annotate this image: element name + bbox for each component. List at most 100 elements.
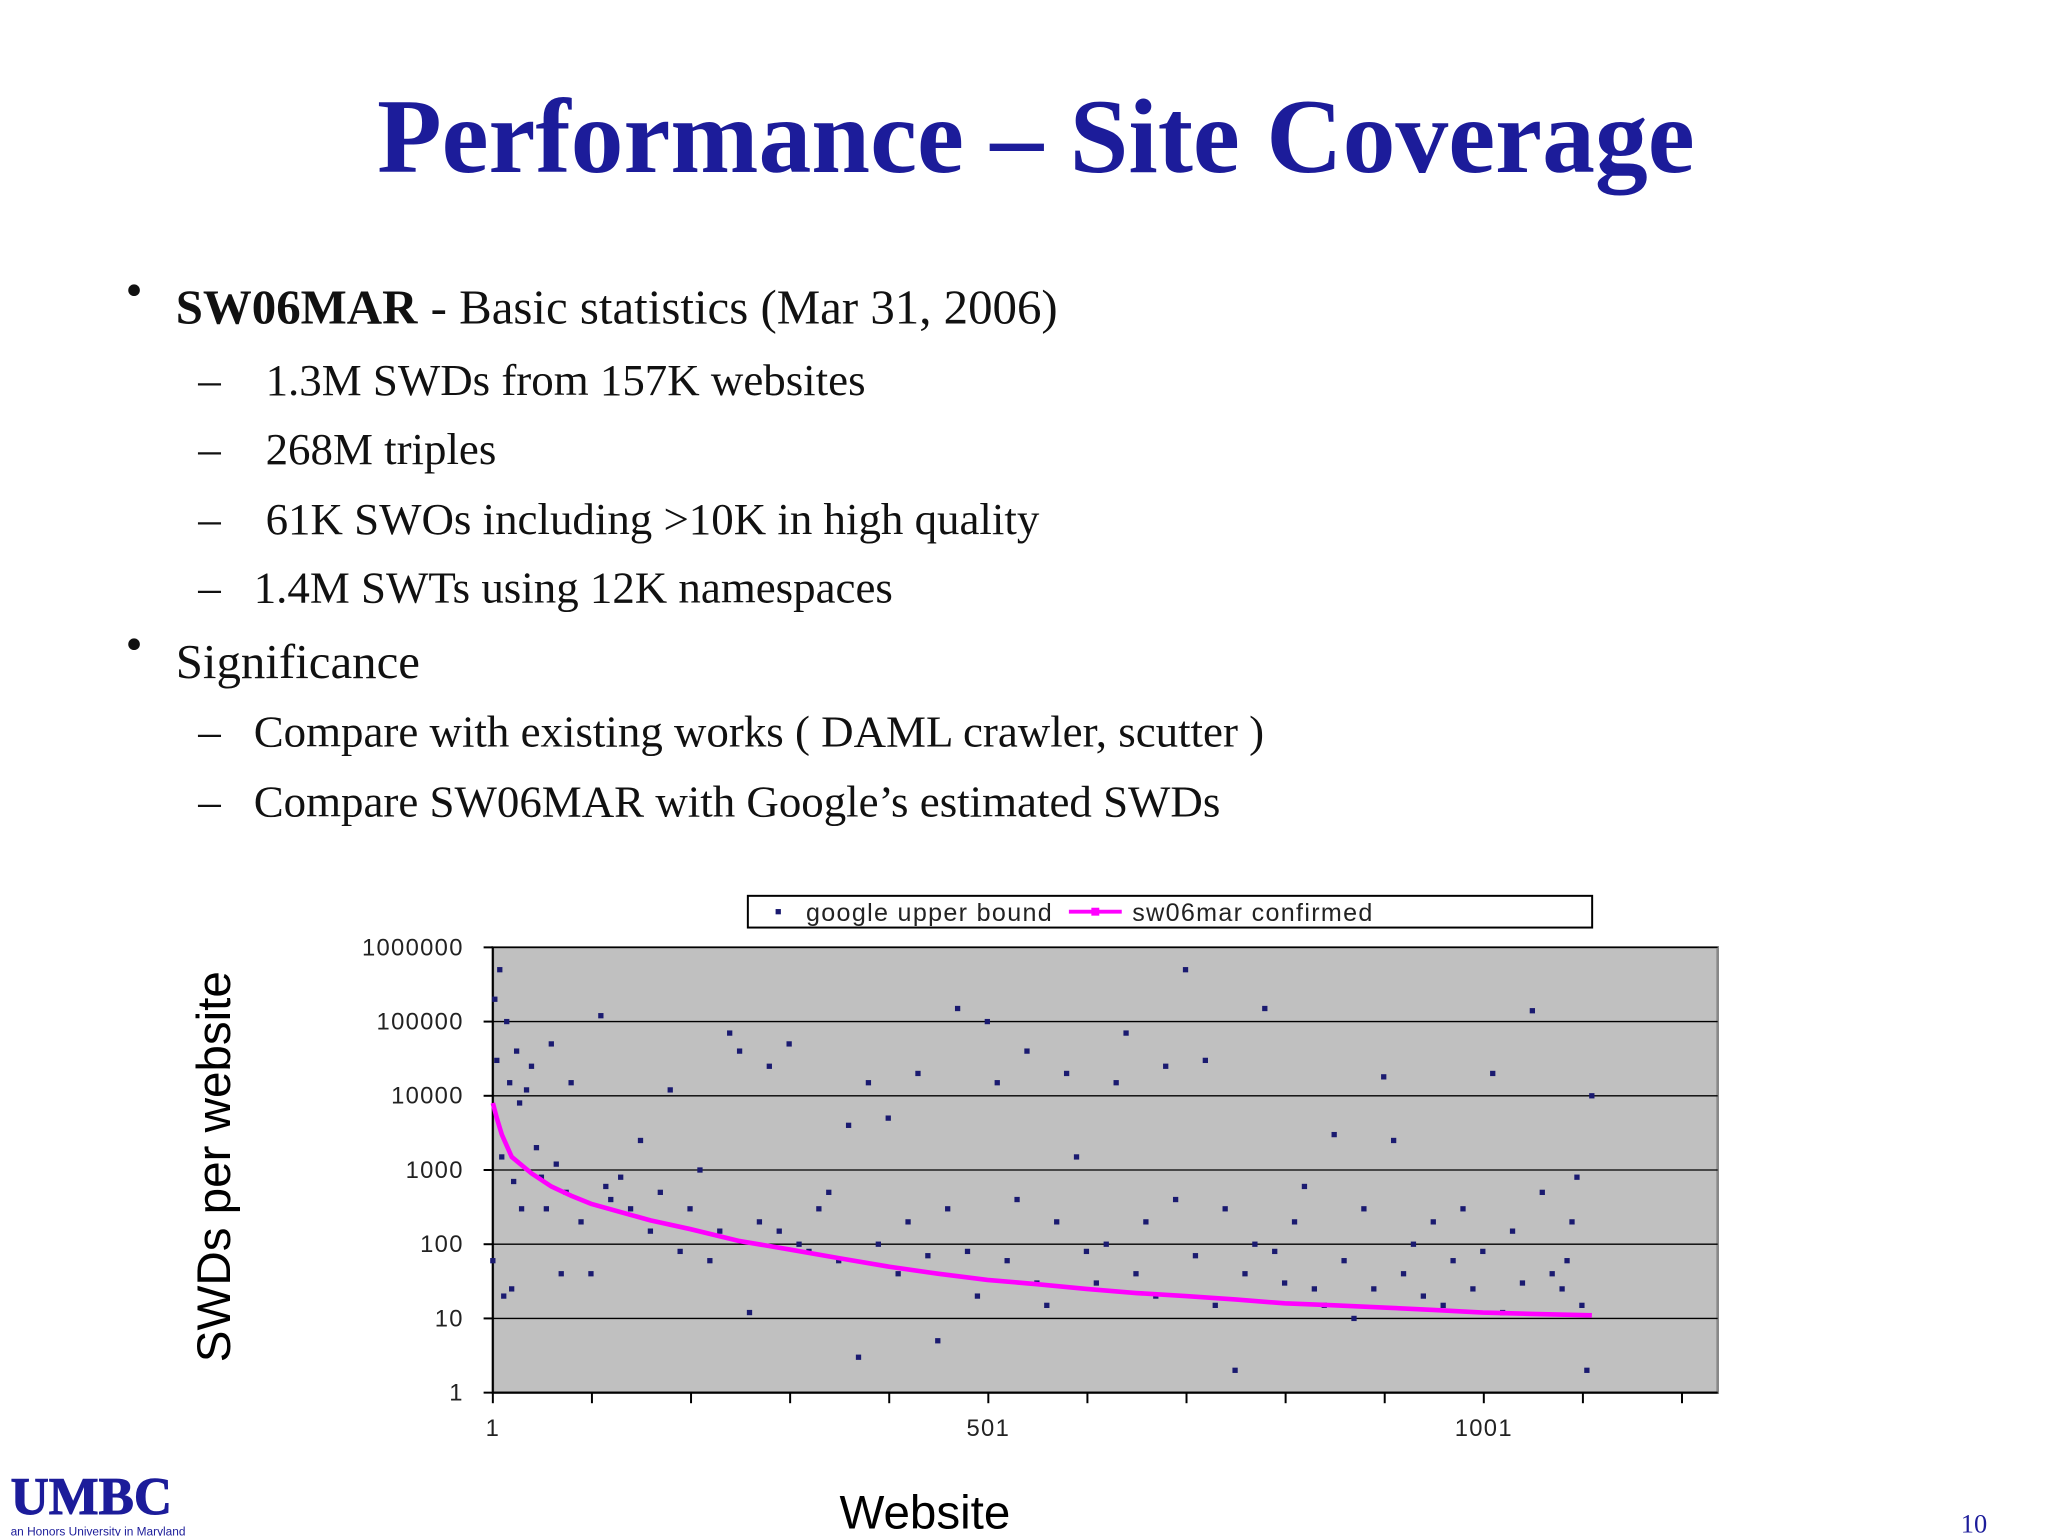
data-point [964, 1248, 971, 1255]
data-point [776, 1228, 782, 1234]
data-point [1351, 1315, 1357, 1322]
data-point [1044, 1302, 1050, 1309]
data-point [1291, 1219, 1298, 1225]
data-point [1450, 1258, 1456, 1264]
data-point [1569, 1219, 1575, 1225]
data-point [1133, 1271, 1139, 1277]
data-point [1073, 1154, 1080, 1160]
data-point [687, 1206, 693, 1212]
data-point [1549, 1271, 1555, 1277]
data-point [1420, 1293, 1427, 1299]
data-point [865, 1080, 872, 1086]
data-point [677, 1248, 683, 1255]
data-point [1093, 1280, 1099, 1286]
legend-label: google upper bound [806, 899, 1053, 927]
data-point [603, 1183, 609, 1190]
data-point [1222, 1206, 1228, 1212]
data-point [1163, 1063, 1169, 1069]
data-point [1584, 1367, 1590, 1373]
y-tick-label: 10000 [391, 1083, 464, 1110]
y-tick-label: 1000000 [362, 934, 464, 961]
y-tick-label: 10 [435, 1305, 464, 1332]
data-point [875, 1241, 881, 1247]
data-point [1252, 1241, 1258, 1247]
x-axis-title: Website [839, 1487, 1010, 1536]
data-point [895, 1271, 901, 1277]
data-point [1490, 1070, 1496, 1077]
data-point [1574, 1174, 1580, 1180]
bullet-text: - Basic statistics (Mar 31, 2006) [431, 280, 1058, 335]
dash: – [197, 707, 221, 757]
data-point [727, 1030, 733, 1036]
data-point [1192, 1253, 1199, 1259]
data-point [1589, 1093, 1595, 1099]
data-point [1564, 1258, 1570, 1264]
sub-bullet: Compare SW06MAR with Google’s estimated … [254, 777, 1221, 827]
data-point [1054, 1219, 1060, 1225]
series-line [490, 1102, 1592, 1318]
sub-bullet: 1.3M SWDs from 157K websites [266, 355, 866, 405]
data-point [736, 1048, 743, 1054]
data-point [1331, 1131, 1337, 1138]
data-point [518, 1206, 525, 1212]
data-point [796, 1241, 802, 1247]
data-point [501, 1293, 507, 1299]
data-point [1579, 1302, 1585, 1309]
data-point [1559, 1286, 1565, 1292]
data-point [1410, 1241, 1417, 1247]
data-point [528, 1063, 535, 1069]
data-point [1509, 1228, 1516, 1234]
sub-bullet: Compare with existing works ( DAML crawl… [254, 707, 1264, 757]
data-point [766, 1063, 772, 1069]
y-tick-label: 100000 [377, 1009, 464, 1036]
data-point [1103, 1241, 1109, 1247]
data-point [1262, 1005, 1268, 1012]
legend-box [746, 894, 1594, 929]
data-point [1539, 1189, 1545, 1195]
data-point [543, 1206, 549, 1212]
data-point [925, 1253, 931, 1259]
data-point [1232, 1367, 1238, 1373]
dash: – [197, 777, 221, 827]
data-point [667, 1087, 673, 1093]
data-point [507, 1080, 513, 1086]
data-point [1143, 1219, 1149, 1225]
data-point [618, 1174, 624, 1180]
data-point [490, 1258, 496, 1264]
data-point [598, 1013, 604, 1019]
data-point [1390, 1137, 1397, 1144]
data-point [588, 1271, 594, 1277]
data-point [1440, 1302, 1446, 1309]
dash: – [197, 424, 221, 474]
data-point [516, 1100, 523, 1106]
data-point [494, 1057, 500, 1064]
y-tick-label: 1000 [406, 1157, 464, 1184]
data-point [1460, 1206, 1466, 1212]
data-point [1272, 1248, 1278, 1255]
data-point [1004, 1258, 1010, 1264]
bullet: SW06MAR - Basic statistics (Mar 31, 2006) [176, 280, 1058, 335]
dash: – [197, 355, 221, 405]
data-point [608, 1196, 614, 1203]
data-point [1172, 1196, 1179, 1203]
data-point [1341, 1258, 1347, 1264]
bullet-marker: • [126, 617, 143, 672]
data-point [1281, 1280, 1288, 1286]
data-point [836, 1258, 842, 1264]
dash: – [197, 563, 221, 613]
data-point [509, 1286, 515, 1292]
data-point [1202, 1057, 1208, 1064]
chart: 1 10 100 1000 10000 100000 1000000 1 501 1001 Webs… [188, 894, 1719, 1536]
data-point [945, 1206, 951, 1212]
bullet-lead: SW06MAR [176, 280, 418, 335]
data-point [756, 1219, 763, 1225]
bullet-marker: • [126, 263, 143, 318]
data-point [523, 1087, 530, 1093]
data-point [697, 1167, 703, 1173]
data-point [786, 1041, 792, 1047]
data-point [637, 1137, 644, 1144]
y-tick-label: 100 [420, 1231, 464, 1258]
data-point [548, 1041, 554, 1047]
x-tick-label: 501 [967, 1415, 1011, 1442]
data-point [1014, 1196, 1020, 1203]
